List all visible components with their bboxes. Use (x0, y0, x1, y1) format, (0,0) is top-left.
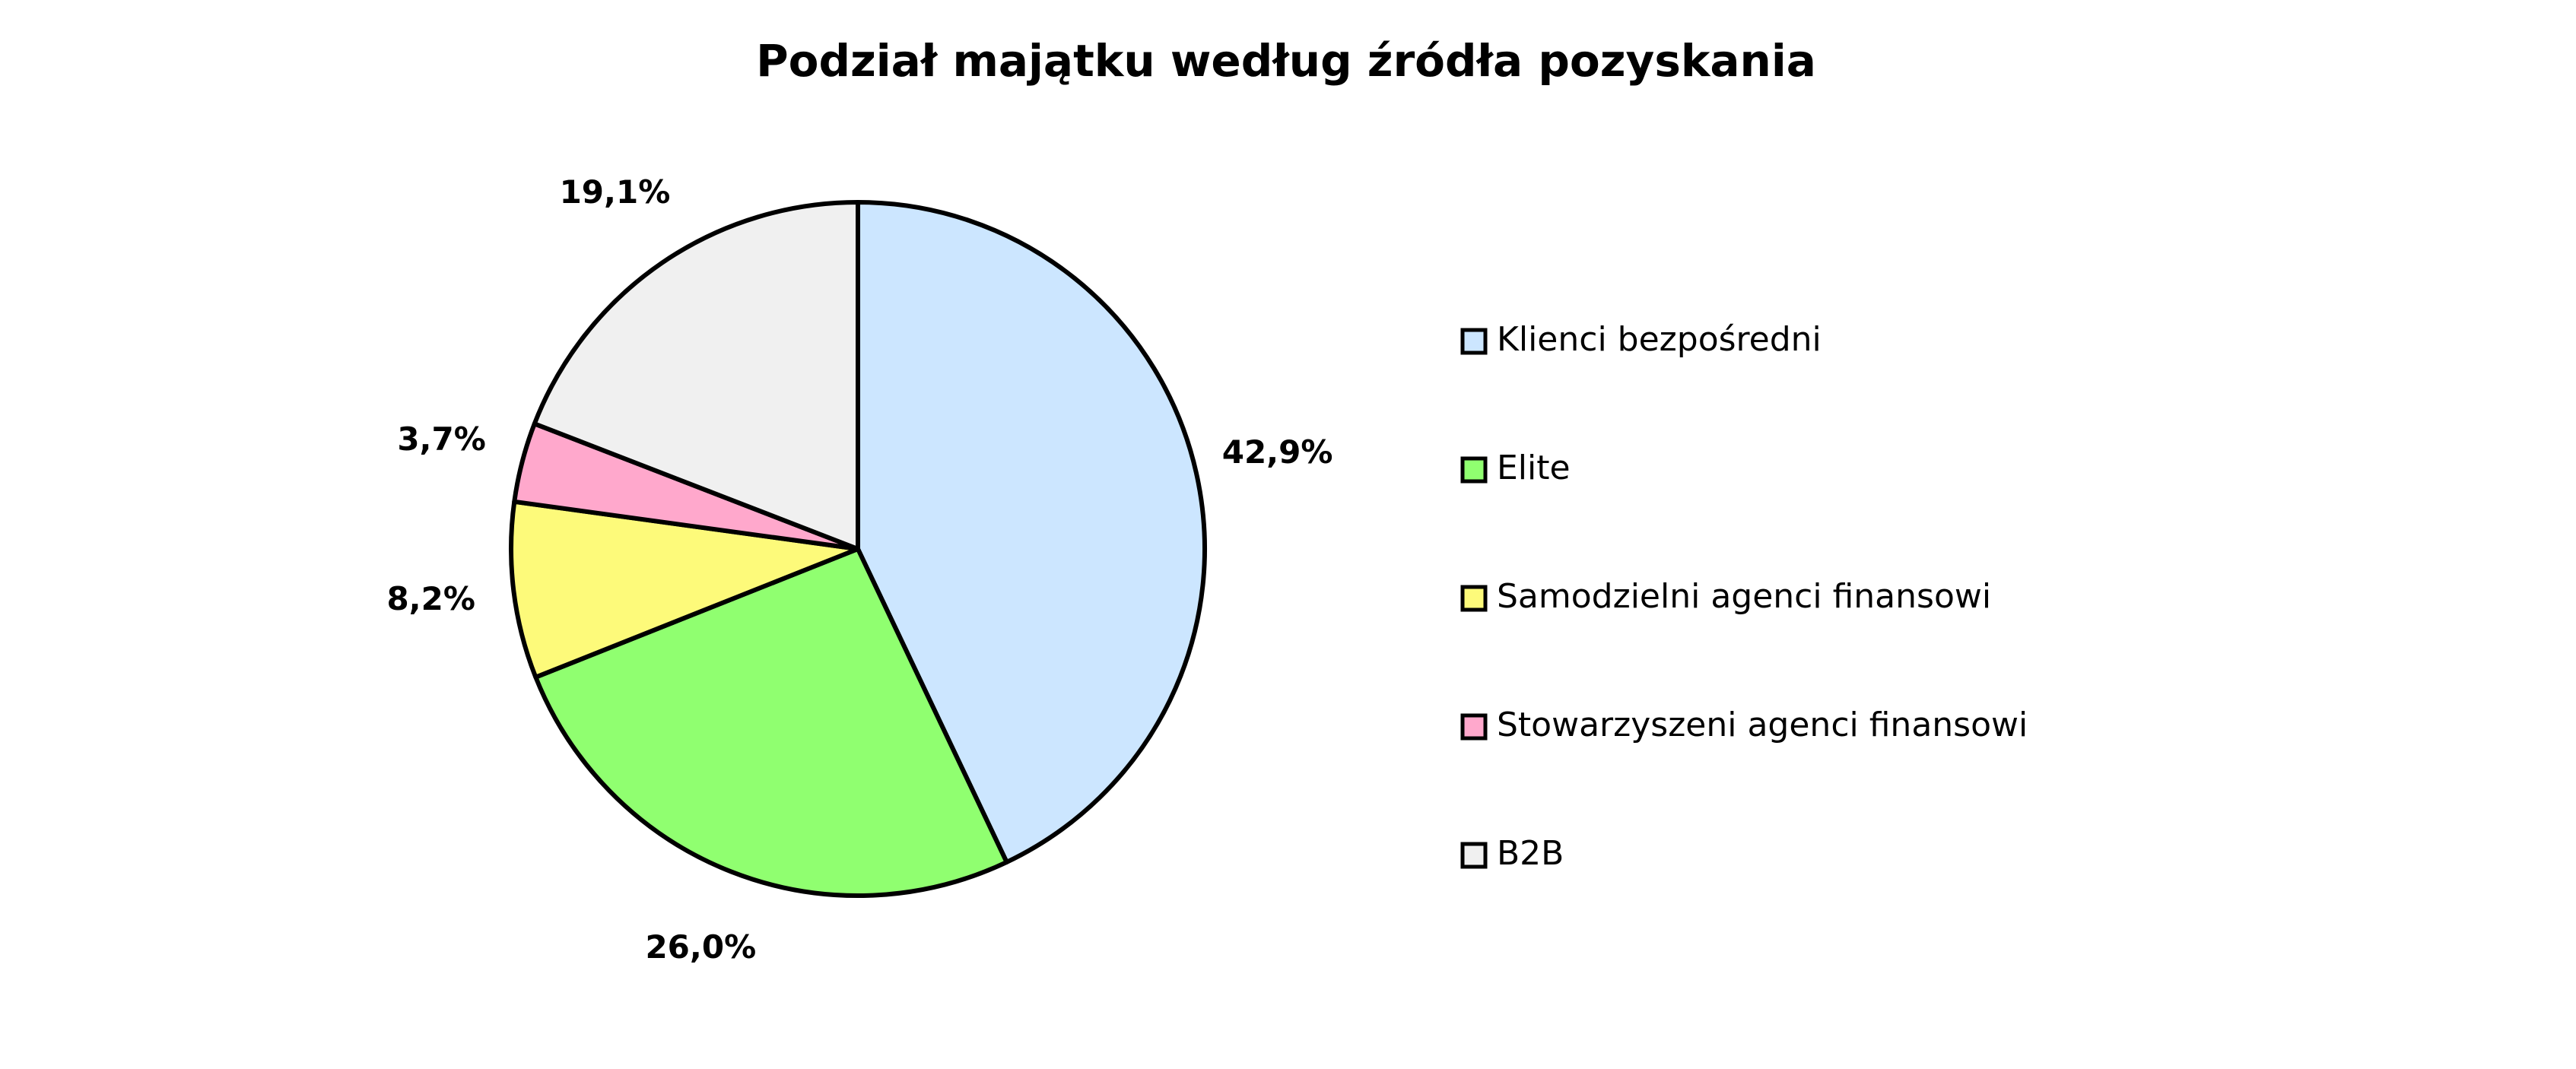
legend-label: Samodzielni agenci finansowi (1497, 577, 1991, 616)
value-label: 3,7% (397, 420, 485, 458)
pie-slice (532, 200, 860, 551)
legend-label: Klienci bezpośredni (1497, 320, 1822, 359)
value-label: 19,1% (560, 173, 671, 211)
value-label: 26,0% (645, 928, 756, 966)
value-label: 8,2% (386, 580, 475, 617)
legend-swatch (1460, 328, 1488, 355)
pie-slice (509, 499, 860, 680)
legend-label: Stowarzyszeni agenci finansowi (1497, 706, 2028, 744)
legend-label: B2B (1497, 834, 1564, 873)
pie-slice (856, 200, 1207, 864)
chart-title: Podział majątku według źródła pozyskania (756, 35, 1816, 87)
legend-swatch (1460, 842, 1488, 869)
legend-swatch (1460, 585, 1488, 612)
legend-swatch (1460, 456, 1488, 484)
legend-label: Elite (1497, 449, 1571, 487)
legend-swatch (1460, 713, 1488, 741)
value-label: 42,9% (1222, 433, 1333, 471)
pie-slice (533, 547, 1009, 898)
